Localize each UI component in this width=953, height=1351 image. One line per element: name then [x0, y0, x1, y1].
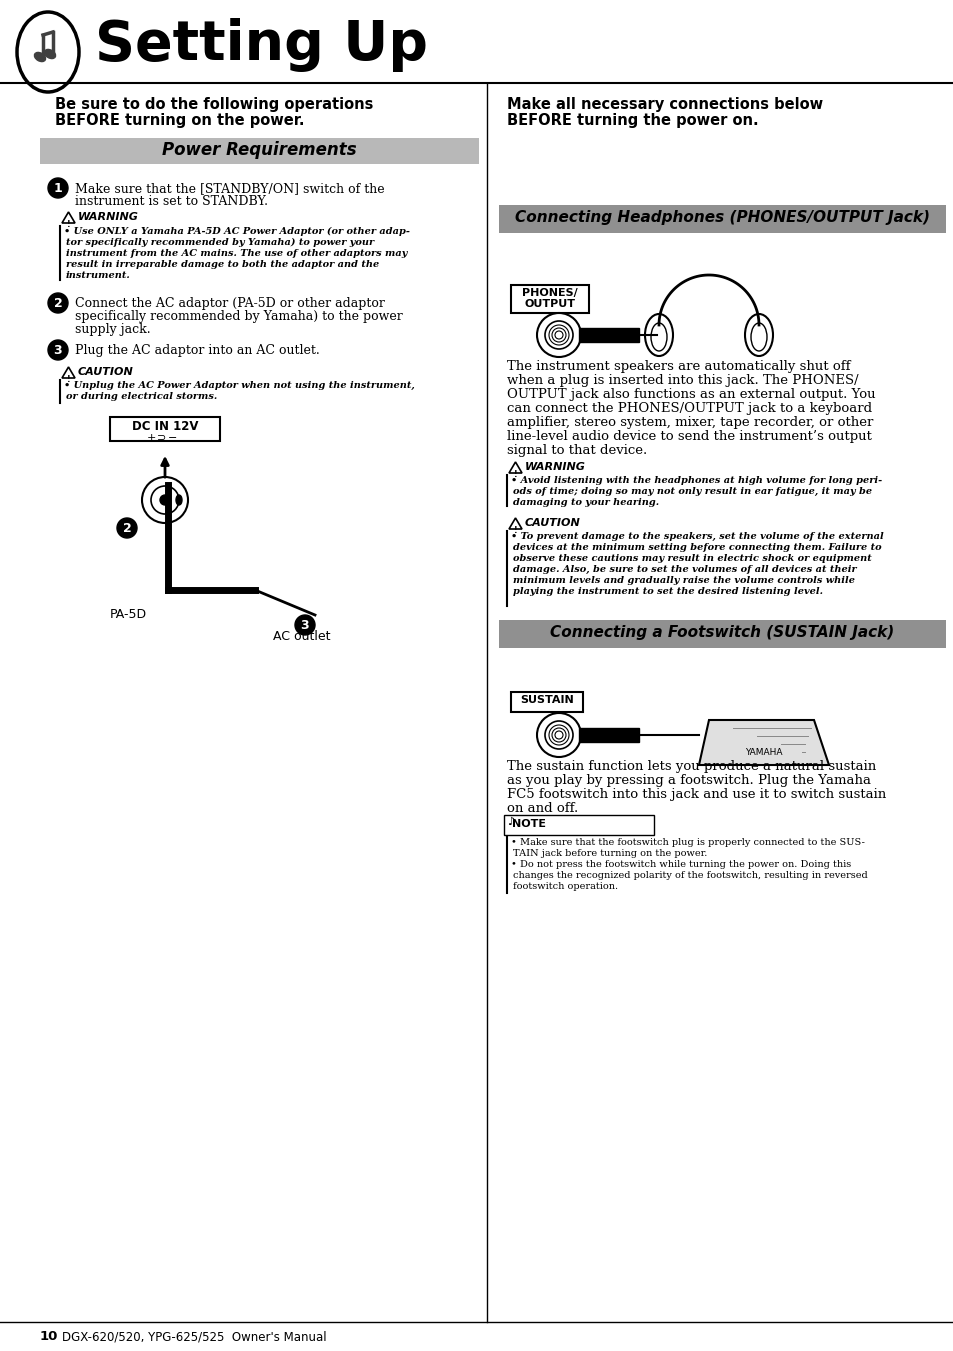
Text: PHONES/: PHONES/ — [521, 288, 578, 299]
Bar — [511, 692, 582, 712]
Circle shape — [117, 517, 137, 538]
Bar — [498, 620, 945, 648]
Text: Connect the AC adaptor (PA-5D or other adaptor: Connect the AC adaptor (PA-5D or other a… — [75, 297, 384, 309]
Text: • Avoid listening with the headphones at high volume for long peri-: • Avoid listening with the headphones at… — [511, 476, 882, 485]
Text: OUTPUT: OUTPUT — [524, 299, 575, 309]
Bar — [503, 815, 654, 835]
Text: • Make sure that the footswitch plug is properly connected to the SUS-: • Make sure that the footswitch plug is … — [511, 838, 864, 847]
Circle shape — [48, 293, 68, 313]
Text: −: − — [168, 434, 177, 443]
Text: 1: 1 — [53, 182, 62, 195]
Text: changes the recognized polarity of the footswitch, resulting in reversed: changes the recognized polarity of the f… — [513, 871, 867, 880]
Polygon shape — [699, 720, 828, 765]
Circle shape — [537, 713, 580, 757]
Text: 2: 2 — [123, 521, 132, 535]
Text: BEFORE turning on the power.: BEFORE turning on the power. — [55, 113, 304, 128]
Text: Be sure to do the following operations: Be sure to do the following operations — [55, 97, 373, 112]
Text: BEFORE turning the power on.: BEFORE turning the power on. — [506, 113, 758, 128]
Circle shape — [151, 486, 179, 513]
Text: minimum levels and gradually raise the volume controls while: minimum levels and gradually raise the v… — [513, 576, 854, 585]
Text: WARNING: WARNING — [78, 212, 139, 222]
Bar — [110, 417, 220, 440]
Text: 10: 10 — [40, 1329, 58, 1343]
Text: 3: 3 — [53, 345, 62, 357]
Text: ods of time; doing so may not only result in ear fatigue, it may be: ods of time; doing so may not only resul… — [513, 486, 871, 496]
Ellipse shape — [45, 50, 55, 58]
Bar — [578, 728, 639, 742]
Text: instrument is set to STANDBY.: instrument is set to STANDBY. — [75, 195, 268, 208]
Text: • Do not press the footswitch while turning the power on. Doing this: • Do not press the footswitch while turn… — [511, 861, 850, 869]
Text: tor specifically recommended by Yamaha) to power your: tor specifically recommended by Yamaha) … — [66, 238, 374, 247]
Text: 2: 2 — [53, 297, 62, 309]
Text: !: ! — [67, 220, 71, 230]
Text: Power Requirements: Power Requirements — [162, 141, 356, 159]
Text: OUTPUT jack also functions as an external output. You: OUTPUT jack also functions as an externa… — [506, 388, 875, 401]
Text: • To prevent damage to the speakers, set the volume of the external: • To prevent damage to the speakers, set… — [511, 532, 882, 540]
Text: as you play by pressing a footswitch. Plug the Yamaha: as you play by pressing a footswitch. Pl… — [506, 774, 870, 788]
Text: Setting Up: Setting Up — [95, 18, 428, 72]
Text: amplifier, stereo system, mixer, tape recorder, or other: amplifier, stereo system, mixer, tape re… — [506, 416, 872, 430]
Text: PA-5D: PA-5D — [110, 608, 147, 621]
Bar — [498, 205, 945, 232]
Bar — [40, 138, 478, 163]
Text: SUSTAIN: SUSTAIN — [519, 694, 574, 705]
Text: specifically recommended by Yamaha) to the power: specifically recommended by Yamaha) to t… — [75, 309, 402, 323]
Text: Plug the AC adaptor into an AC outlet.: Plug the AC adaptor into an AC outlet. — [75, 345, 319, 357]
Text: devices at the minimum setting before connecting them. Failure to: devices at the minimum setting before co… — [513, 543, 881, 553]
Text: on and off.: on and off. — [506, 802, 578, 815]
Text: playing the instrument to set the desired listening level.: playing the instrument to set the desire… — [513, 586, 822, 596]
Text: AC outlet: AC outlet — [273, 630, 330, 643]
Circle shape — [160, 494, 170, 505]
Text: DC IN 12V: DC IN 12V — [132, 420, 198, 434]
Circle shape — [294, 615, 314, 635]
Text: YAMAHA: YAMAHA — [744, 748, 781, 757]
Text: !: ! — [513, 470, 517, 480]
Text: result in irreparable damage to both the adaptor and the: result in irreparable damage to both the… — [66, 259, 379, 269]
Text: !: ! — [67, 376, 71, 384]
Text: !: ! — [513, 526, 517, 535]
Circle shape — [48, 178, 68, 199]
Ellipse shape — [175, 494, 182, 505]
Text: damaging to your hearing.: damaging to your hearing. — [513, 499, 659, 507]
Text: TAIN jack before turning on the power.: TAIN jack before turning on the power. — [513, 848, 706, 858]
Text: +: + — [146, 434, 155, 443]
Circle shape — [142, 477, 188, 523]
Text: can connect the PHONES/OUTPUT jack to a keyboard: can connect the PHONES/OUTPUT jack to a … — [506, 403, 871, 415]
Text: Make all necessary connections below: Make all necessary connections below — [506, 97, 822, 112]
Text: or during electrical storms.: or during electrical storms. — [66, 392, 217, 401]
Text: ⊃: ⊃ — [157, 434, 167, 443]
Text: instrument.: instrument. — [66, 272, 131, 280]
Text: Connecting Headphones (PHONES/OUTPUT Jack): Connecting Headphones (PHONES/OUTPUT Jac… — [515, 209, 929, 226]
Text: CAUTION: CAUTION — [524, 517, 580, 528]
Text: supply jack.: supply jack. — [75, 323, 151, 336]
Text: Make sure that the [STANDBY/ON] switch of the: Make sure that the [STANDBY/ON] switch o… — [75, 182, 384, 195]
Text: DGX-620/520, YPG-625/525  Owner's Manual: DGX-620/520, YPG-625/525 Owner's Manual — [62, 1329, 326, 1343]
Text: damage. Also, be sure to set the volumes of all devices at their: damage. Also, be sure to set the volumes… — [513, 565, 856, 574]
Text: Connecting a Footswitch (SUSTAIN Jack): Connecting a Footswitch (SUSTAIN Jack) — [550, 626, 894, 640]
Text: • Use ONLY a Yamaha PA-5D AC Power Adaptor (or other adap-: • Use ONLY a Yamaha PA-5D AC Power Adapt… — [64, 227, 410, 236]
Circle shape — [48, 340, 68, 359]
Text: observe these cautions may result in electric shock or equipment: observe these cautions may result in ele… — [513, 554, 871, 563]
Text: instrument from the AC mains. The use of other adaptors may: instrument from the AC mains. The use of… — [66, 249, 407, 258]
Text: when a plug is inserted into this jack. The PHONES/: when a plug is inserted into this jack. … — [506, 374, 858, 386]
Text: signal to that device.: signal to that device. — [506, 444, 646, 457]
Text: The instrument speakers are automatically shut off: The instrument speakers are automaticall… — [506, 359, 850, 373]
Circle shape — [544, 721, 573, 748]
Text: footswitch operation.: footswitch operation. — [513, 882, 618, 892]
Text: WARNING: WARNING — [524, 462, 585, 471]
Text: NOTE: NOTE — [512, 819, 545, 830]
Circle shape — [537, 313, 580, 357]
Ellipse shape — [34, 53, 46, 62]
Text: FC5 footswitch into this jack and use it to switch sustain: FC5 footswitch into this jack and use it… — [506, 788, 885, 801]
Circle shape — [544, 322, 573, 349]
Text: ♪: ♪ — [506, 817, 514, 827]
Text: CAUTION: CAUTION — [78, 367, 133, 377]
Text: line-level audio device to send the instrument’s output: line-level audio device to send the inst… — [506, 430, 871, 443]
Bar — [511, 285, 588, 313]
Text: • Unplug the AC Power Adaptor when not using the instrument,: • Unplug the AC Power Adaptor when not u… — [64, 381, 415, 390]
Text: 3: 3 — [300, 619, 309, 632]
Bar — [578, 328, 639, 342]
Text: The sustain function lets you produce a natural sustain: The sustain function lets you produce a … — [506, 761, 876, 773]
